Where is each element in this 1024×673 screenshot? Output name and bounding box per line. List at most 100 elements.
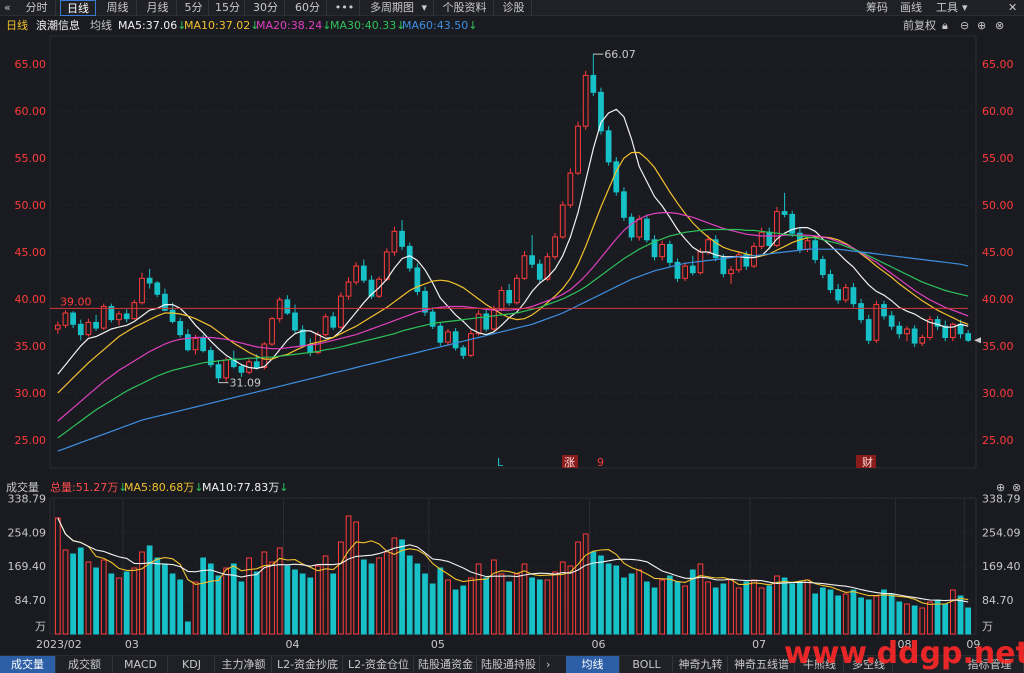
tab-long-short[interactable]: 多空线 (845, 656, 893, 673)
volume-bar (758, 587, 765, 635)
adjust-label[interactable]: 前复权 (903, 19, 936, 32)
volume-bar (621, 577, 627, 635)
candle-body (881, 304, 887, 317)
candle-body (774, 211, 780, 246)
tab-magic-nine[interactable]: 神奇九转 (674, 656, 728, 673)
lock-icon[interactable]: 🔒︎ (942, 19, 948, 32)
price-tick-label-right: 35.00 (982, 340, 1014, 353)
candle-body (927, 319, 933, 338)
volume-bar (720, 583, 727, 635)
volume-bar (261, 551, 268, 635)
candle-body (338, 295, 344, 328)
chevron-right-icon[interactable]: › (546, 658, 551, 671)
more-periods-button[interactable]: ••• (330, 0, 360, 16)
candle-body (276, 299, 283, 320)
volume-label: 成交量 (6, 481, 39, 494)
circle-cross-icon[interactable]: ⊗ (1012, 481, 1022, 494)
tab-turnover[interactable]: 成交额 (57, 656, 113, 673)
multi-period-button[interactable]: 多周期图 ▾ (362, 0, 434, 16)
volume-bar (383, 551, 390, 635)
volume-bar (123, 571, 130, 635)
candle-body (567, 172, 574, 206)
volume-bar (452, 589, 459, 635)
volume-bar (575, 541, 581, 635)
volume-bar (644, 581, 650, 635)
tab-fenshi[interactable]: 分时 (18, 0, 56, 16)
tab-volume[interactable]: 成交量 (0, 656, 56, 673)
circle-plus-icon[interactable]: ⊕ (977, 19, 987, 32)
circle-cross-icon[interactable]: ⊗ (995, 19, 1005, 32)
candle-body (552, 236, 558, 258)
collapse-icon[interactable]: « (4, 1, 11, 14)
vol-ma10: MA10:77.83万↓ (202, 481, 289, 494)
candle-body (950, 323, 956, 338)
volume-bar (93, 567, 99, 635)
candle-body (904, 328, 910, 335)
volume-bar (689, 569, 696, 635)
tab-main-net[interactable]: 主力净额 (216, 656, 272, 673)
candle-body (559, 204, 566, 238)
ma-label: 均线 (90, 19, 112, 32)
ma-line-ma60 (57, 248, 969, 452)
candle-body (368, 279, 375, 297)
candle-body (865, 319, 872, 341)
tab-hk-connect-funds[interactable]: 陆股通资金 (415, 656, 477, 673)
candle-body (437, 325, 444, 343)
ma-line-ma10 (57, 151, 969, 394)
tab-15min[interactable]: 15分 (211, 0, 245, 16)
price-tick-label-left: 65.00 (15, 58, 47, 71)
dropdown-arrow-icon: ▾ (421, 1, 427, 14)
x-tick-label: 03 (125, 638, 139, 651)
candle-body (261, 343, 268, 369)
candle-body (842, 287, 849, 301)
tab-boll[interactable]: BOLL (621, 656, 673, 673)
volume-bar (865, 599, 872, 635)
candle-body (54, 324, 61, 330)
candle-body (483, 313, 490, 330)
volume-bar (536, 579, 543, 635)
tab-hk-connect-holdings[interactable]: 陆股通持股 (478, 656, 540, 673)
candle-body (307, 345, 314, 353)
tools-dropdown-icon[interactable]: ▾ (962, 1, 968, 14)
volume-bar (751, 579, 757, 635)
tab-kdj[interactable]: KDJ (169, 656, 215, 673)
tab-daily[interactable]: 日线 (60, 0, 96, 16)
volume-bar (728, 579, 734, 635)
stock-name[interactable]: 浪潮信息 (36, 19, 80, 32)
tab-30min[interactable]: 30分 (247, 0, 285, 16)
draw-button[interactable]: 画线 (900, 1, 922, 14)
candle-body (139, 277, 145, 304)
close-icon[interactable]: ✕ (1008, 1, 1018, 14)
diagnose-button[interactable]: 诊股 (496, 0, 532, 16)
ma60-value: MA60:43.50↓ (402, 19, 478, 32)
tab-l2-bottom[interactable]: L2-资金抄底 (273, 656, 343, 673)
volume-bar (957, 595, 964, 635)
volume-bar (544, 579, 551, 635)
volume-bar (697, 563, 704, 635)
circle-minus-icon[interactable]: ⊖ (960, 19, 970, 32)
volume-bar (873, 595, 880, 635)
tab-weekly[interactable]: 周线 (99, 0, 137, 16)
tab-l2-position[interactable]: L2-资金仓位 (344, 656, 414, 673)
candle-body (414, 267, 421, 292)
price-tick-label-right: 40.00 (982, 293, 1014, 306)
tab-monthly[interactable]: 月线 (139, 0, 177, 16)
volume-unit-label-right: 万 (982, 620, 993, 633)
candle-body (253, 361, 260, 369)
tab-macd[interactable]: MACD (114, 656, 168, 673)
price-tick-label-left: 30.00 (15, 387, 47, 400)
tab-bull-bear[interactable]: 牛熊线 (796, 656, 844, 673)
chip-button[interactable]: 筹码 (866, 1, 888, 14)
tools-button[interactable]: 工具 (936, 1, 958, 14)
volume-bar (812, 593, 819, 635)
circle-plus-icon[interactable]: ⊕ (996, 481, 1006, 494)
candle-body (498, 290, 505, 310)
tab-ma[interactable]: 均线 (566, 656, 620, 673)
volume-bar (246, 557, 252, 635)
tab-60min[interactable]: 60分 (289, 0, 327, 16)
tab-5min[interactable]: 5分 (179, 0, 209, 16)
volume-bar (896, 601, 903, 635)
tab-magic-five[interactable]: 神奇五线谱 (729, 656, 795, 673)
stock-profile-button[interactable]: 个股资料 (436, 0, 494, 16)
